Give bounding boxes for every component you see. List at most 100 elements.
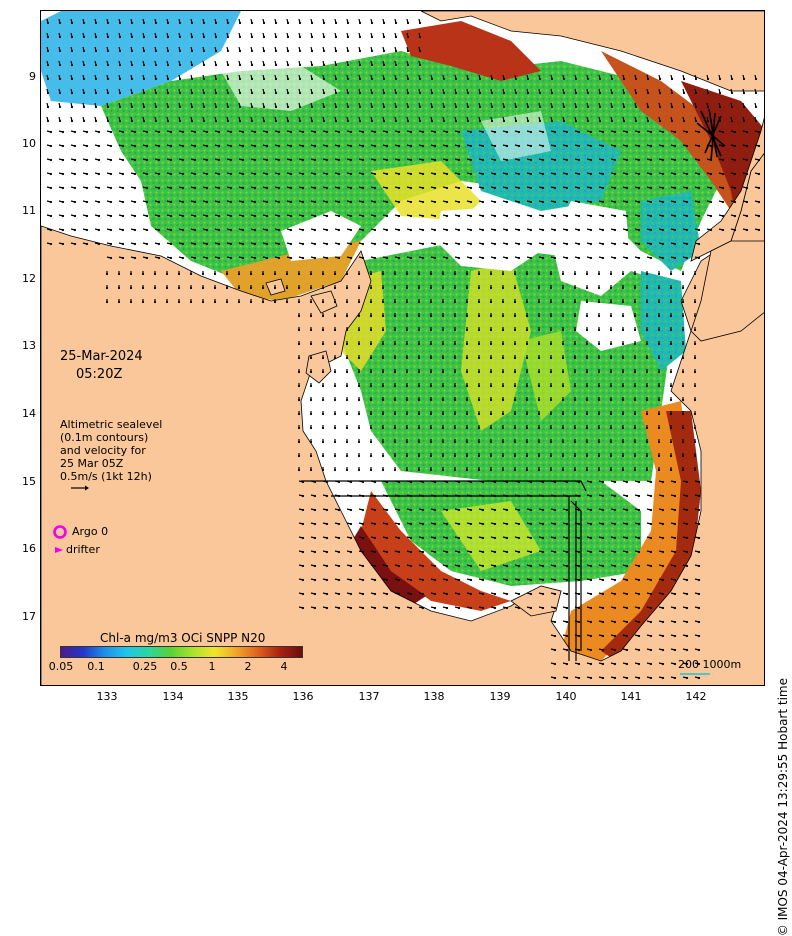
velocity-arrow-head [286, 49, 290, 53]
velocity-arrow-head [601, 480, 605, 484]
velocity-arrow-head [745, 214, 749, 218]
velocity-arrow-head [289, 200, 293, 204]
velocity-arrow-head [313, 522, 317, 526]
velocity-arrow-head [238, 77, 242, 81]
velocity-arrow-head [453, 328, 457, 332]
velocity-arrow-head [370, 49, 374, 53]
velocity-arrow-head [493, 522, 497, 526]
velocity-arrow-head [529, 214, 533, 218]
velocity-arrow-head [373, 564, 377, 568]
velocity-arrow-head [349, 256, 353, 260]
velocity-arrow-head [145, 144, 149, 148]
velocity-arrow-head [94, 119, 98, 123]
note-line: and velocity for [60, 444, 146, 457]
velocity-arrow-head [298, 63, 302, 67]
velocity-arrow-head [273, 300, 277, 304]
velocity-arrow-head [477, 342, 481, 346]
velocity-arrow-head [313, 494, 317, 498]
velocity-arrow-head [325, 228, 329, 232]
colorbar-title: Chl-a mg/m3 OCi SNPP N20 [100, 631, 266, 645]
velocity-arrow-head [694, 77, 698, 81]
velocity-arrow-head [274, 105, 278, 109]
velocity-arrow-head [573, 342, 577, 346]
velocity-arrow-head [625, 494, 629, 498]
velocity-arrow-head [457, 144, 461, 148]
velocity-arrow-head [553, 676, 557, 680]
velocity-arrow-head [537, 426, 541, 430]
velocity-arrow-head [154, 91, 158, 95]
velocity-arrow-head [633, 300, 637, 304]
velocity-arrow-head [565, 144, 569, 148]
velocity-arrow-head [333, 468, 337, 472]
velocity-arrow-head [513, 468, 517, 472]
velocity-arrow-head [61, 144, 65, 148]
velocity-arrow-head [489, 314, 493, 318]
velocity-arrow-head [145, 214, 149, 218]
velocity-arrow-head [637, 508, 641, 512]
velocity-arrow-head [601, 200, 605, 204]
note-line: Altimetric sealevel [60, 418, 163, 431]
velocity-arrow-head [733, 228, 737, 232]
velocity-arrow-head [477, 384, 481, 388]
velocity-arrow-head [477, 426, 481, 430]
velocity-arrow-head [205, 228, 209, 232]
velocity-arrow-head [637, 620, 641, 624]
velocity-arrow-head [505, 494, 509, 498]
velocity-arrow-head [381, 314, 385, 318]
velocity-arrow-head [525, 426, 529, 430]
velocity-arrow-head [322, 77, 326, 81]
velocity-arrow-head [745, 158, 749, 162]
velocity-arrow-head [361, 494, 365, 498]
velocity-arrow-head [313, 536, 317, 540]
velocity-arrow-head [325, 130, 329, 134]
velocity-arrow-head [309, 286, 313, 290]
velocity-arrow-head [381, 440, 385, 444]
velocity-arrow-head [145, 130, 149, 134]
velocity-arrow-head [754, 91, 758, 95]
velocity-arrow-head [669, 356, 673, 360]
velocity-arrow-head [337, 186, 341, 190]
velocity-arrow-head [61, 158, 65, 162]
velocity-arrow-head [649, 676, 653, 680]
velocity-arrow-head [325, 214, 329, 218]
velocity-arrow-head [693, 440, 697, 444]
velocity-arrow-head [405, 286, 409, 290]
velocity-arrow-head [61, 130, 65, 134]
velocity-arrow-head [549, 286, 553, 290]
velocity-arrow-head [577, 592, 581, 596]
velocity-arrow-head [457, 550, 461, 554]
velocity-arrow-head [421, 172, 425, 176]
velocity-arrow-head [133, 242, 137, 246]
velocity-arrow-head [385, 606, 389, 610]
colorbar-tick: 2 [244, 660, 252, 673]
velocity-arrow-head [493, 186, 497, 190]
velocity-arrow-head [661, 144, 665, 148]
velocity-arrow-head [382, 77, 386, 81]
velocity-arrow-head [370, 119, 374, 123]
velocity-arrow-head [669, 342, 673, 346]
lat-tick: 11 [22, 204, 36, 217]
velocity-arrow-head [46, 21, 50, 25]
velocity-arrow-head [505, 186, 509, 190]
velocity-arrow-head [517, 144, 521, 148]
velocity-arrow-head [441, 286, 445, 290]
velocity-arrow-head [565, 158, 569, 162]
velocity-arrow-head [406, 91, 410, 95]
velocity-arrow-head [373, 130, 377, 134]
velocity-arrow-head [561, 328, 565, 332]
velocity-arrow-head [313, 186, 317, 190]
velocity-arrow-head [297, 300, 301, 304]
velocity-arrow-head [589, 662, 593, 666]
velocity-arrow-head [637, 256, 641, 260]
velocity-arrow-head [369, 342, 373, 346]
velocity-arrow-head [349, 158, 353, 162]
velocity-arrow-head [85, 130, 89, 134]
velocity-arrow-head [277, 228, 281, 232]
velocity-arrow-head [381, 300, 385, 304]
velocity-arrow-head [310, 77, 314, 81]
velocity-arrow-head [417, 342, 421, 346]
velocity-arrow-head [285, 272, 289, 276]
velocity-arrow-head [622, 105, 626, 109]
velocity-arrow-head [61, 228, 65, 232]
velocity-arrow-head [589, 536, 593, 540]
